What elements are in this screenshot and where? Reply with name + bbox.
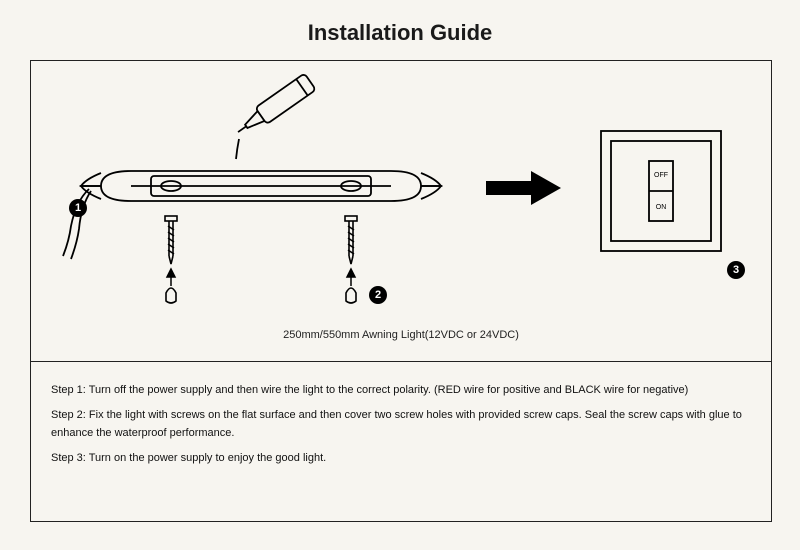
marker-1: 1: [69, 199, 87, 217]
diagram-caption: 250mm/550mm Awning Light(12VDC or 24VDC): [31, 329, 771, 341]
step-3: Step 3: Turn on the power supply to enjo…: [51, 449, 751, 468]
step-1: Step 1: Turn off the power supply and th…: [51, 381, 751, 400]
marker-3: 3: [727, 261, 745, 279]
step-2: Step 2: Fix the light with screws on the…: [51, 406, 751, 443]
switch-off-label: OFF: [654, 172, 668, 179]
steps-text: Step 1: Turn off the power supply and th…: [51, 381, 751, 474]
section-divider: [31, 361, 771, 362]
diagram-panel: OFF ON 1 2 3 250mm/550mm Awning Light(12…: [31, 61, 771, 361]
content-frame: OFF ON 1 2 3 250mm/550mm Awning Light(12…: [30, 60, 772, 522]
marker-2: 2: [369, 286, 387, 304]
installation-diagram: OFF ON: [31, 61, 771, 326]
switch-on-label: ON: [656, 204, 667, 211]
page-title: Installation Guide: [0, 0, 800, 56]
